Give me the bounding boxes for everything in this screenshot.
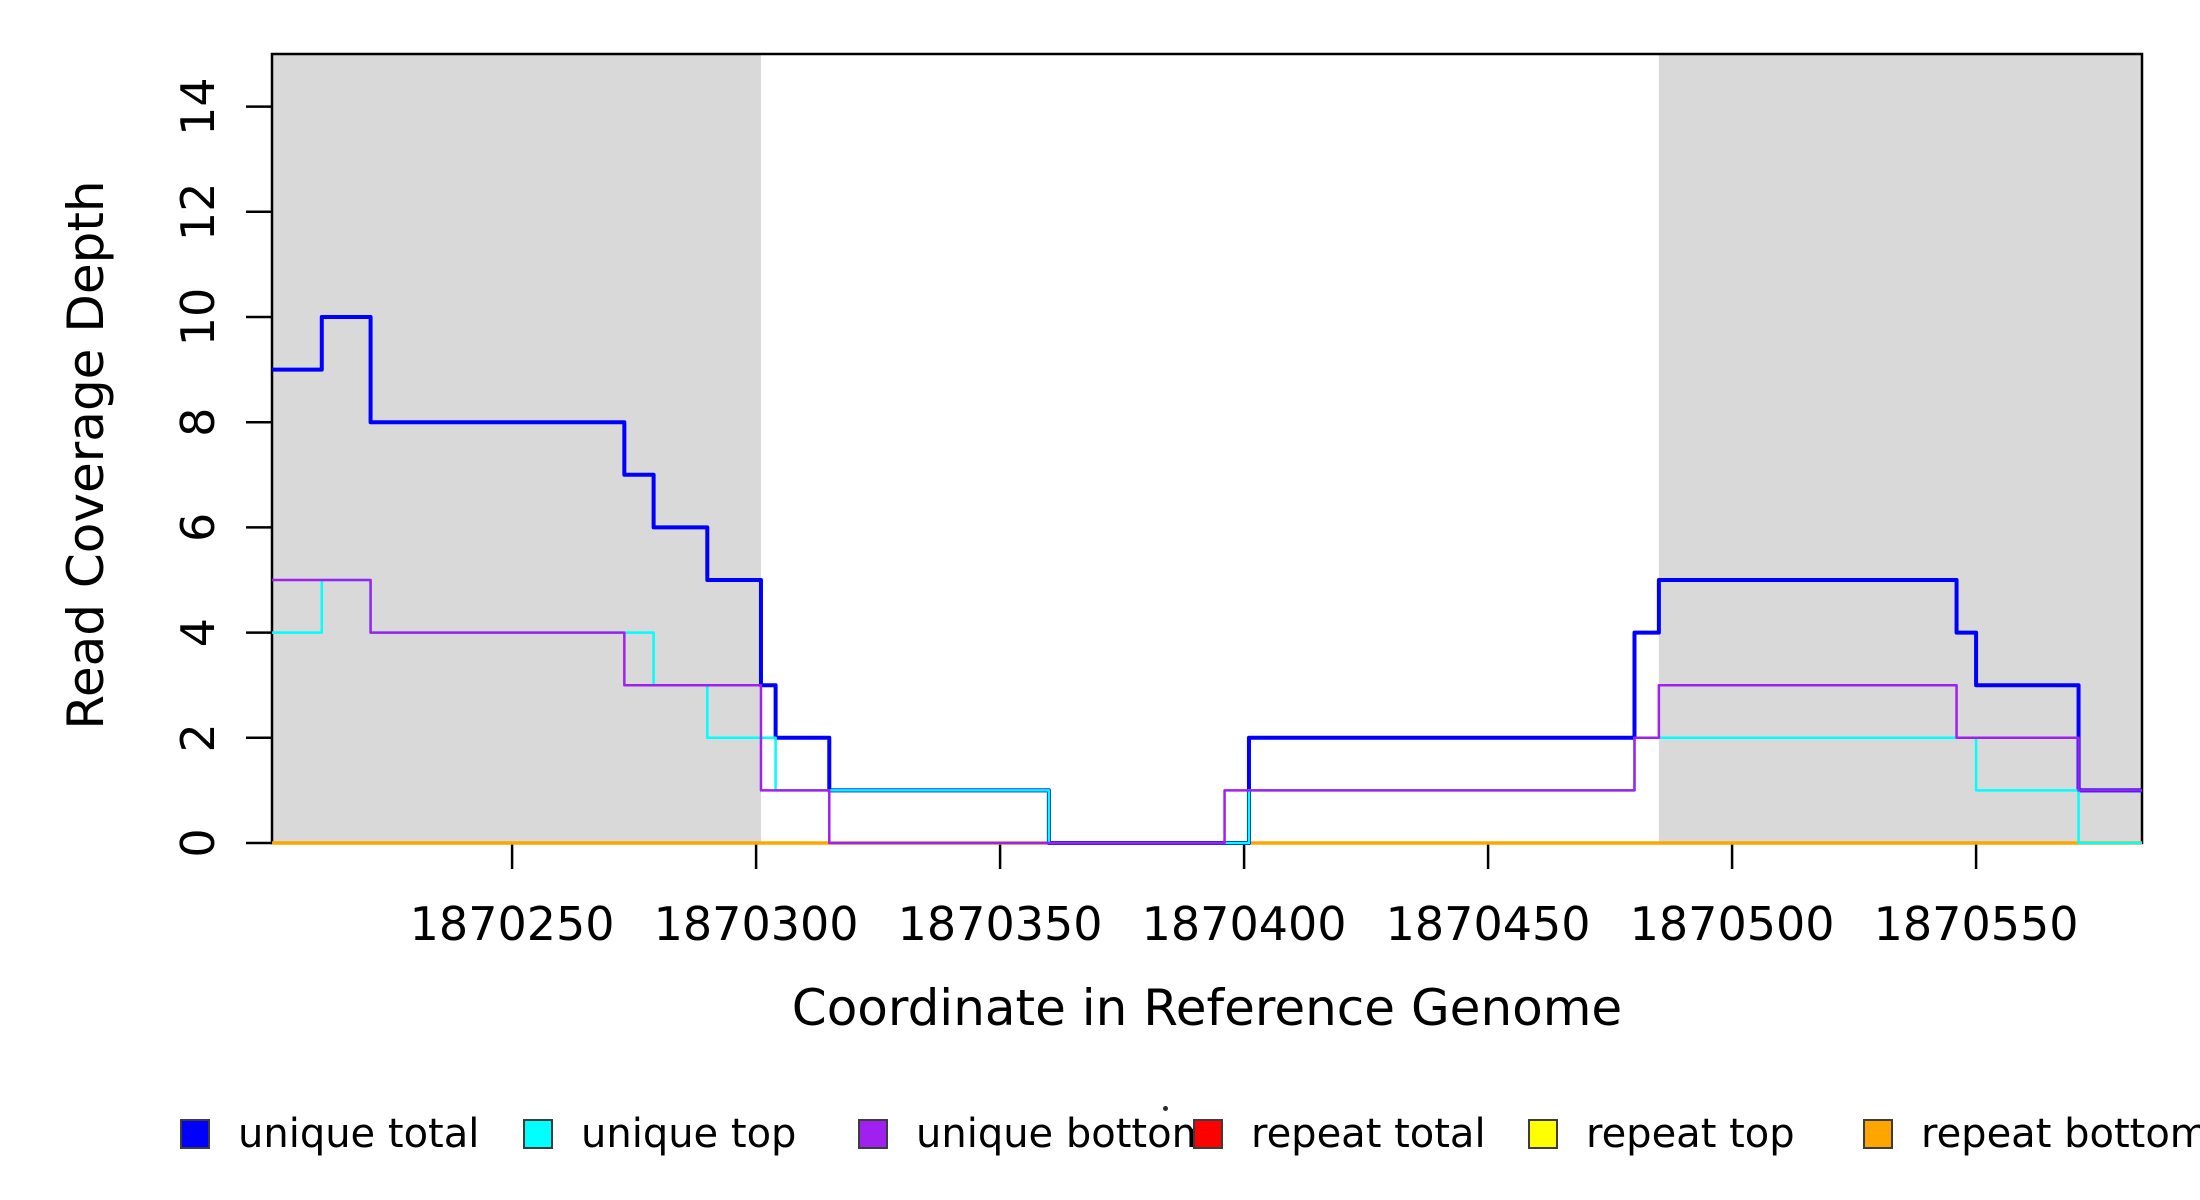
y-tick-label: 6 (171, 513, 225, 542)
x-tick-label: 1870550 (1874, 897, 2079, 951)
x-tick-label: 1870300 (654, 897, 859, 951)
y-tick-label: 12 (171, 183, 225, 242)
y-tick-label: 0 (171, 828, 225, 857)
y-tick-label: 4 (171, 618, 225, 647)
y-tick-label: 14 (171, 77, 225, 136)
y-tick-label: 10 (171, 288, 225, 347)
x-tick-label: 1870250 (410, 897, 615, 951)
y-tick-label: 8 (171, 408, 225, 437)
y-axis-title: Read Coverage Depth (57, 180, 115, 730)
y-tick-label: 2 (171, 723, 225, 752)
repeat-region-shading-0 (272, 54, 761, 843)
x-tick-label: 1870400 (1142, 897, 1347, 951)
x-tick-label: 1870350 (898, 897, 1103, 951)
x-tick-label: 1870500 (1630, 897, 1835, 951)
artifact-dot (1163, 1106, 1168, 1111)
repeat-region-shading-1 (1658, 54, 2142, 843)
x-axis-title: Coordinate in Reference Genome (791, 979, 1623, 1037)
series-line-unique-total (272, 315, 2142, 845)
x-tick-label: 1870450 (1386, 897, 1591, 951)
series-line-unique-bottom (272, 578, 2142, 845)
